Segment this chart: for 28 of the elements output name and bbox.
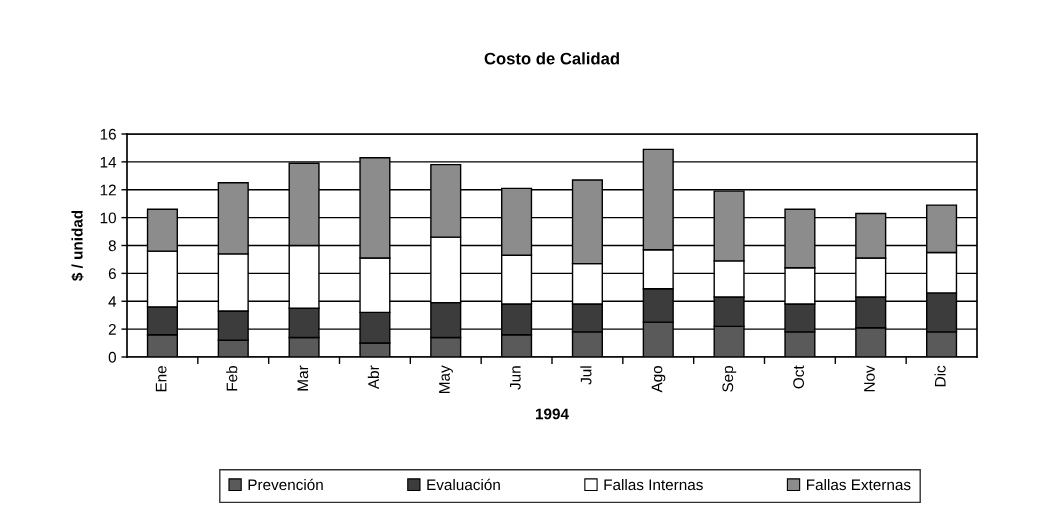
legend-label: Fallas Externas <box>807 478 911 491</box>
y-axis-title: $ / unidad <box>71 210 84 281</box>
y-tick-label: 4 <box>108 296 117 307</box>
x-tick-label: Abr <box>367 365 380 390</box>
legend-label: Evaluación <box>427 478 500 491</box>
x-axis-title: 1994 <box>535 408 569 420</box>
y-tick-label: 6 <box>108 268 116 280</box>
x-tick-label: Sep <box>722 365 737 392</box>
legend-label: Fallas Internas <box>604 478 703 491</box>
x-tick-label: May <box>439 365 453 393</box>
x-tick-label: Feb <box>226 365 238 391</box>
chart-title: Costo de Calidad <box>484 52 619 65</box>
y-tick-label: 8 <box>108 240 116 252</box>
x-tick-label: Jun <box>510 366 521 390</box>
legend-label: Prevención <box>248 478 323 491</box>
x-tick-label: Ene <box>155 366 167 392</box>
x-tick-label: Jul <box>580 366 592 385</box>
x-tick-label: Ago <box>651 365 666 393</box>
y-tick-label: 10 <box>100 212 116 224</box>
y-tick-label: 2 <box>108 323 116 335</box>
y-tick-label: 14 <box>100 156 117 168</box>
y-tick-label: 12 <box>100 184 116 196</box>
x-tick-label: Oct <box>793 365 805 389</box>
x-tick-label: Nov <box>864 365 875 392</box>
y-tick-label: 0 <box>108 351 116 363</box>
x-tick-label: Dic <box>934 365 946 387</box>
x-tick-label: Mar <box>297 365 309 391</box>
y-tick-label: 16 <box>100 128 116 140</box>
